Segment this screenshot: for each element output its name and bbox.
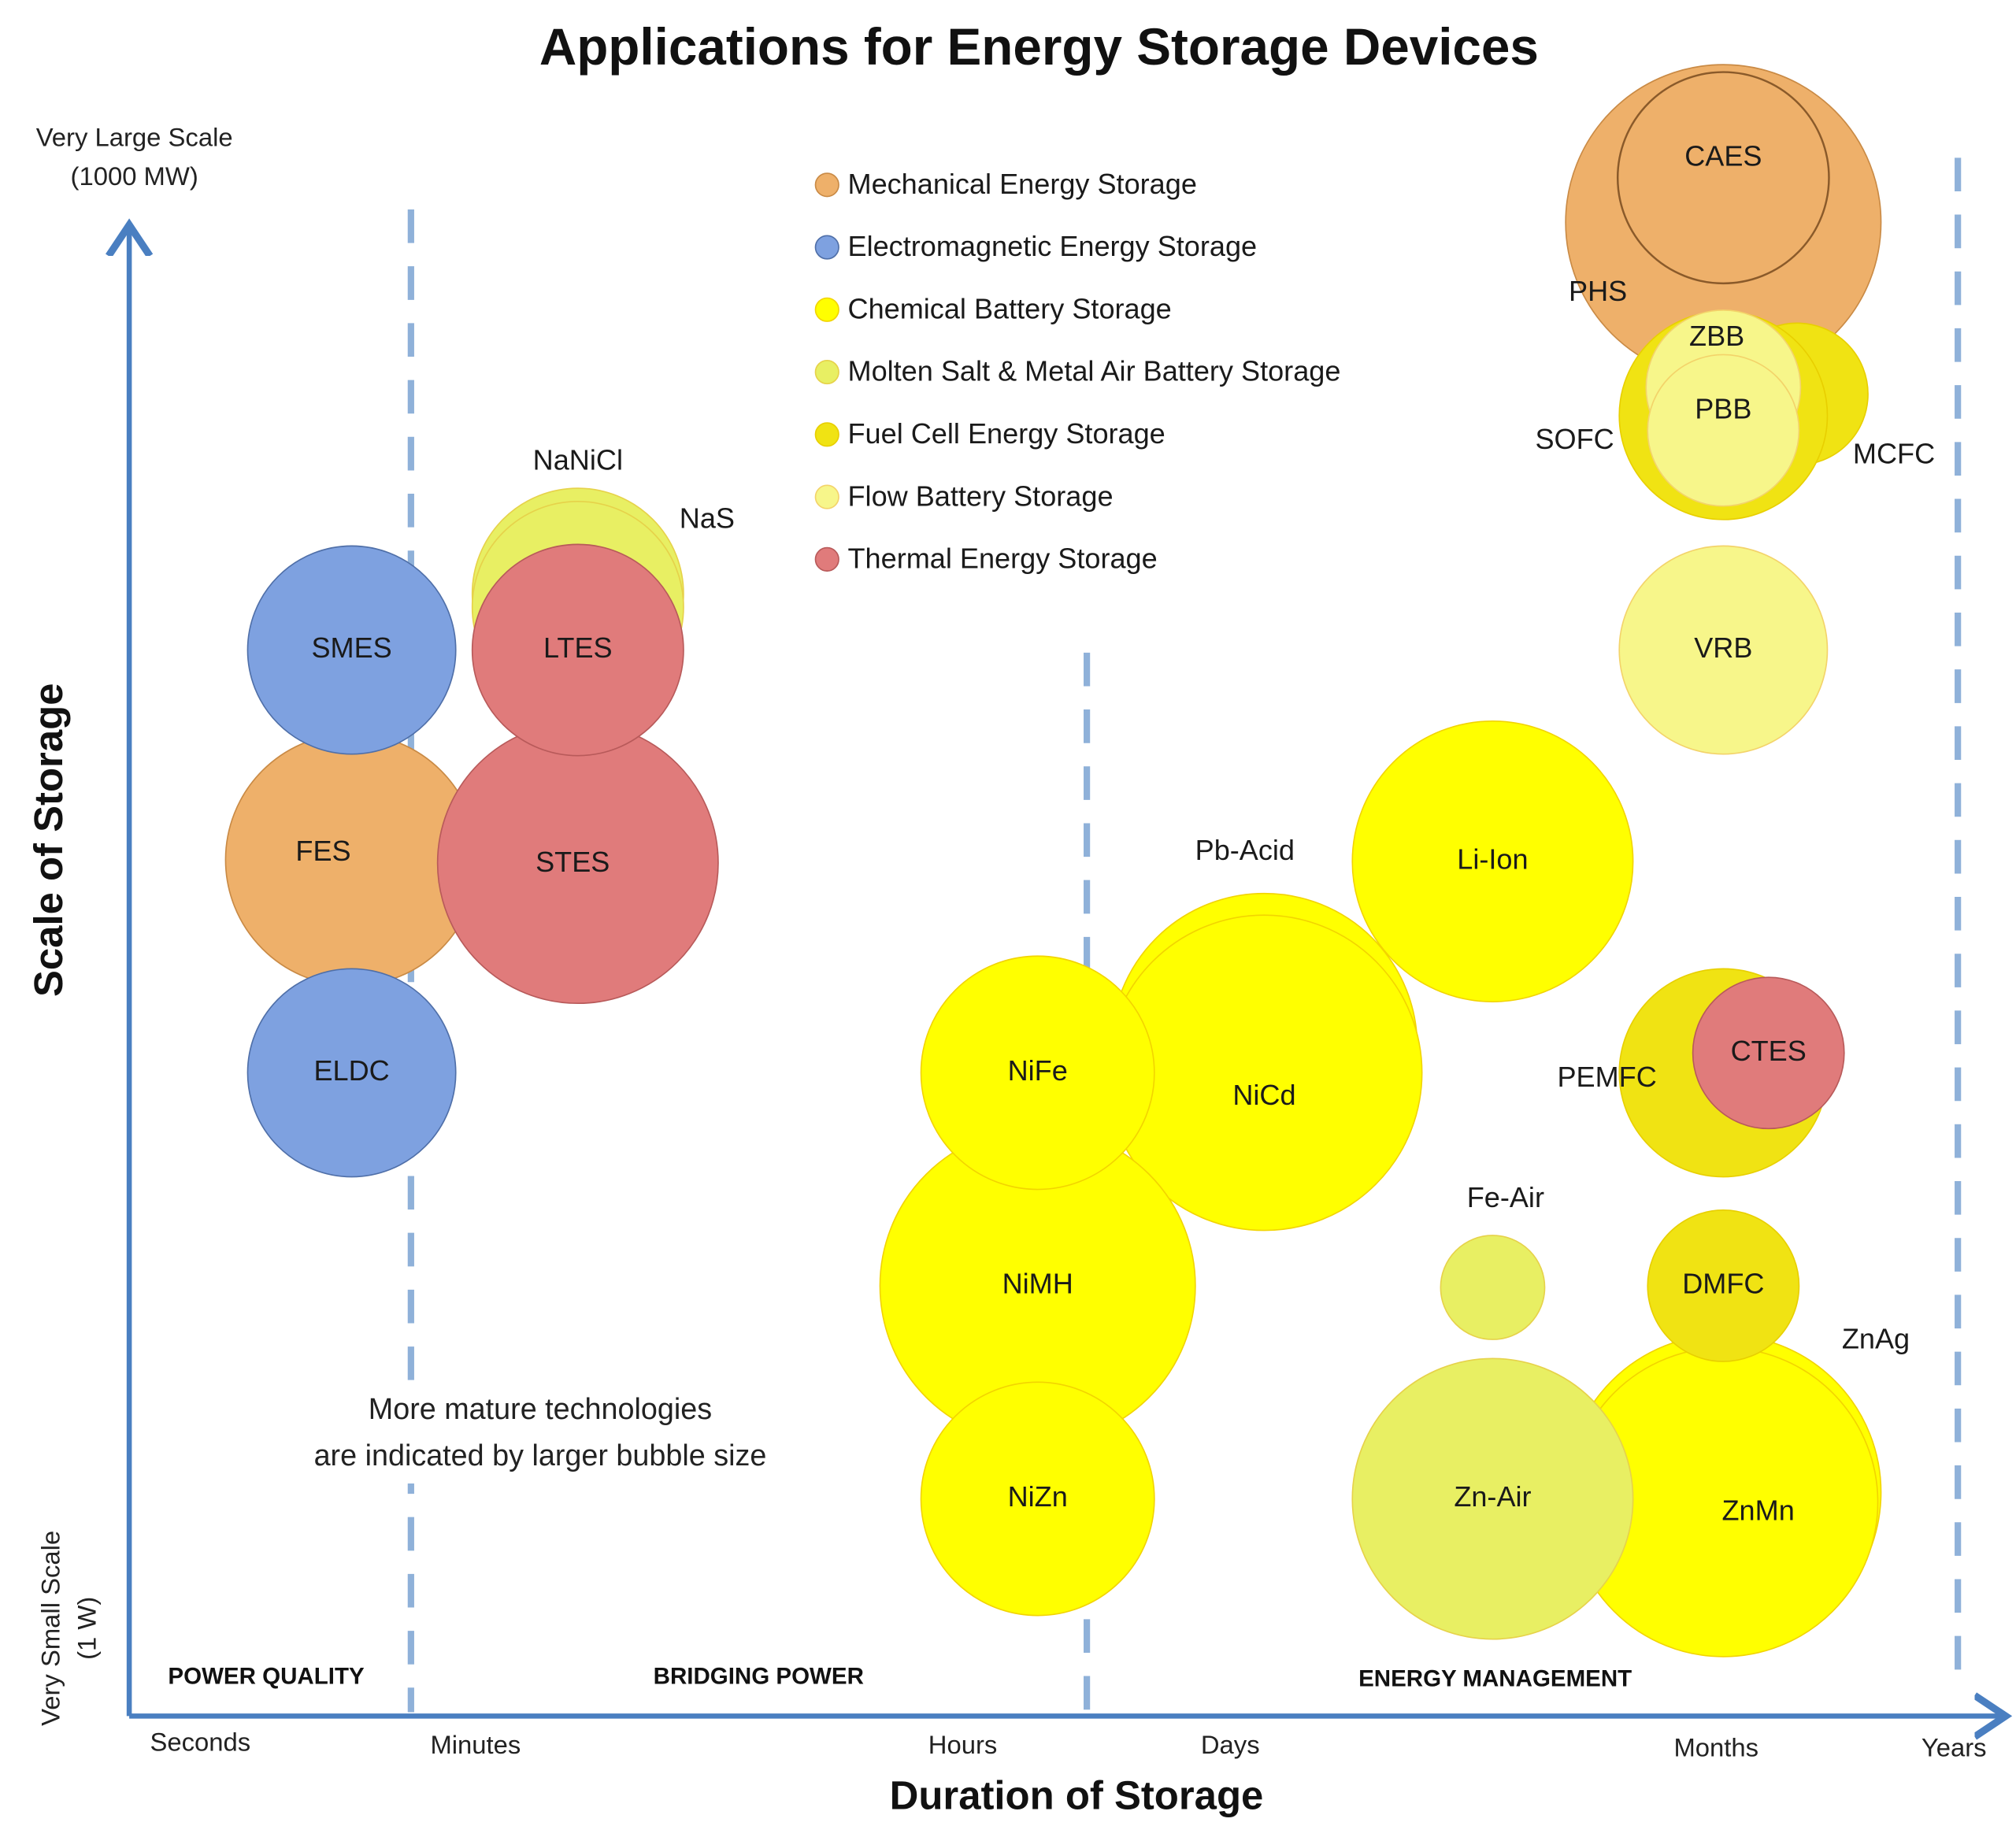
legend-marker-molten: [814, 359, 839, 385]
bubble-label-zn-air: Zn-Air: [1454, 1480, 1531, 1513]
legend-label-mech: Mechanical Energy Storage: [848, 168, 1197, 200]
legend-marker-thermal: [814, 546, 839, 572]
x-axis-title: Duration of Storage: [890, 1773, 1264, 1818]
bubble-label-nicd: NiCd: [1232, 1079, 1295, 1111]
bubble-label-znag: ZnAg: [1842, 1323, 1910, 1355]
bubble-dmfc: [1647, 1209, 1800, 1362]
bubble-labels-layer: PHS CAES MCFC SOFC ZBB PBB VRB Li-Ion Pb-Acid NiC…: [295, 140, 1935, 1527]
legend-label-fuel: Fuel Cell Energy Storage: [848, 417, 1166, 450]
y-top-label-line2: (1000 MW): [71, 161, 198, 191]
y-axis-title: Scale of Storage: [26, 683, 71, 998]
x-tick-days: Days: [1201, 1730, 1260, 1759]
bubble-label-pb-acid: Pb-Acid: [1195, 834, 1295, 866]
bubble-pbb: [1647, 354, 1800, 507]
bubble-label-nizn: NiZn: [1008, 1480, 1068, 1513]
bubble-label-pemfc: PEMFC: [1557, 1061, 1656, 1093]
region-energy-management: ENERGY MANAGEMENT: [1358, 1666, 1632, 1692]
bubble-label-caes: CAES: [1684, 140, 1762, 172]
bubble-label-stes: STES: [536, 846, 610, 878]
region-bridging-power: BRIDGING POWER: [654, 1663, 864, 1689]
bubble-label-phs: PHS: [1569, 275, 1627, 307]
legend-marker-fuel: [814, 422, 839, 447]
bubble-ctes: [1692, 976, 1845, 1130]
bubble-label-znmn: ZnMn: [1722, 1494, 1795, 1526]
bubble-label-nife: NiFe: [1008, 1054, 1068, 1087]
y-bottom-label-line2: (1 W): [72, 1597, 101, 1660]
x-tick-seconds: Seconds: [150, 1728, 251, 1757]
bubble-label-ctes: CTES: [1731, 1035, 1807, 1067]
bubble-ltes: [471, 543, 684, 757]
legend-label-molten: Molten Salt & Metal Air Battery Storage: [848, 355, 1341, 387]
bubble-label-mcfc: MCFC: [1853, 438, 1935, 470]
bubble-label-fes: FES: [295, 835, 350, 867]
bubble-label-nas: NaS: [680, 502, 735, 535]
region-power-quality: POWER QUALITY: [168, 1663, 365, 1689]
annotation-line2: are indicated by larger bubble size: [314, 1439, 767, 1472]
bubble-nife: [920, 955, 1155, 1191]
bubble-label-smes: SMES: [311, 632, 391, 664]
bubble-label-nanicl: NaNiCl: [533, 443, 623, 476]
bubble-smes: [246, 545, 457, 755]
bubble-vrb: [1618, 545, 1829, 755]
legend-label-flow: Flow Battery Storage: [848, 480, 1114, 512]
y-top-label-line1: Very Large Scale: [36, 123, 233, 152]
chart-title: Applications for Energy Storage Devices: [539, 18, 1539, 76]
bubble-fe-air: [1440, 1235, 1546, 1340]
bubble-eldc: [246, 968, 457, 1178]
bubble-label-zbb: ZBB: [1689, 320, 1744, 352]
bubble-label-eldc: ELDC: [313, 1054, 389, 1087]
bubble-label-nimh: NiMH: [1002, 1267, 1073, 1299]
annotation-line1: More mature technologies: [369, 1392, 712, 1425]
bubble-label-fe-air: Fe-Air: [1467, 1181, 1544, 1213]
legend: Mechanical Energy Storage Electromagnetic…: [814, 168, 1341, 575]
legend-label-em: Electromagnetic Energy Storage: [848, 230, 1258, 262]
bubble-label-dmfc: DMFC: [1682, 1267, 1764, 1299]
bubbles-layer: [224, 64, 1882, 1657]
x-tick-minutes: Minutes: [430, 1730, 521, 1759]
legend-marker-mech: [814, 172, 839, 198]
bubble-zn-air: [1351, 1357, 1634, 1640]
bubble-label-li-ion: Li-Ion: [1457, 843, 1528, 875]
bubble-label-ltes: LTES: [543, 632, 613, 664]
bubble-nizn: [920, 1381, 1155, 1617]
legend-label-thermal: Thermal Energy Storage: [848, 543, 1158, 575]
bubble-label-vrb: VRB: [1694, 632, 1752, 664]
bubble-caes: [1616, 71, 1830, 285]
legend-marker-em: [814, 235, 839, 260]
bubble-label-sofc: SOFC: [1535, 423, 1614, 455]
x-tick-years: Years: [1922, 1732, 1987, 1761]
bubble-li-ion: [1351, 720, 1634, 1002]
x-tick-months: Months: [1673, 1732, 1758, 1761]
bubble-label-pbb: PBB: [1695, 392, 1751, 424]
legend-label-chem: Chemical Battery Storage: [848, 292, 1172, 324]
legend-marker-flow: [814, 484, 839, 509]
legend-marker-chem: [814, 297, 839, 322]
y-bottom-label-line1: Very Small Scale: [35, 1531, 65, 1726]
x-tick-hours: Hours: [928, 1730, 998, 1759]
